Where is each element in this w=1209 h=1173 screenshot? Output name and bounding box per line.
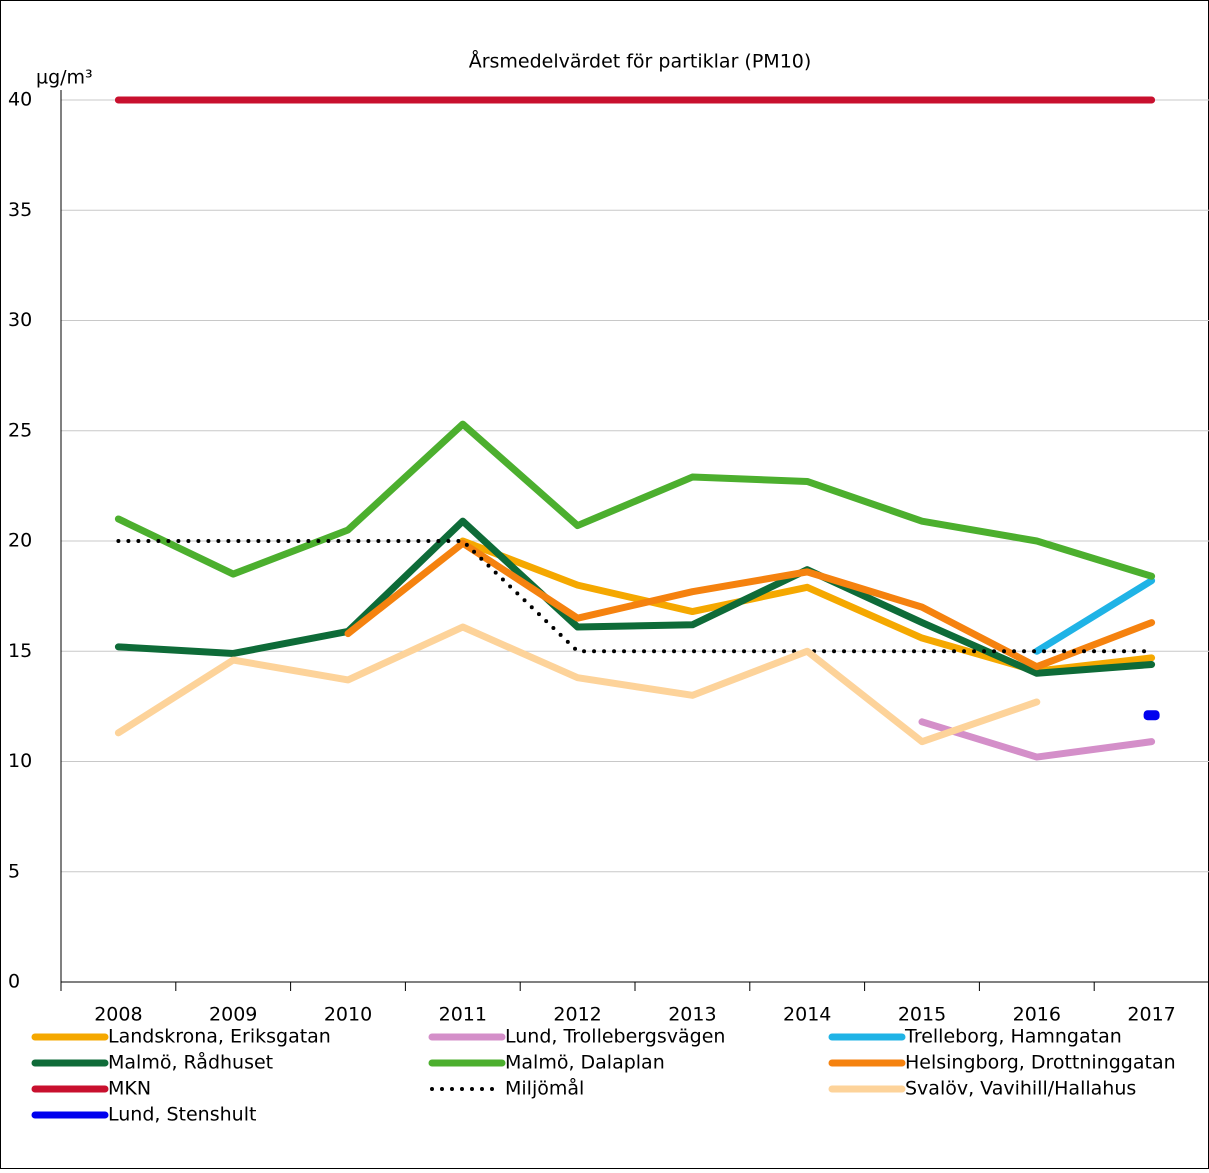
y-tick-label: 10	[8, 750, 32, 772]
legend-label: Malmö, Dalaplan	[505, 1052, 665, 1074]
legend-label: Svalöv, Vavihill/Hallahus	[905, 1078, 1136, 1100]
legend-label: Lund, Trollebergsvägen	[505, 1026, 725, 1048]
y-tick-label: 5	[8, 860, 20, 882]
legend-label: Lund, Stenshult	[108, 1104, 256, 1126]
y-tick-label: 30	[8, 309, 32, 331]
series-line	[114, 623, 1041, 746]
x-tick-label: 2008	[94, 1004, 142, 1026]
y-tick-label: 0	[8, 971, 20, 993]
series-line	[114, 517, 1156, 677]
legend-label: Trelleborg, Hamngatan	[904, 1026, 1122, 1048]
legend-label: Helsingborg, Drottninggatan	[905, 1052, 1176, 1074]
legend-label: MKN	[108, 1078, 151, 1100]
x-tick-label: 2012	[553, 1004, 601, 1026]
series-line	[344, 539, 1156, 671]
x-tick-label: 2017	[1127, 1004, 1175, 1026]
series-line	[1033, 577, 1156, 655]
x-tick-label: 2015	[898, 1004, 946, 1026]
y-tick-label: 20	[8, 530, 32, 552]
legend-label: Miljömål	[505, 1077, 584, 1100]
x-tick-label: 2011	[439, 1004, 487, 1026]
y-tick-label: 40	[8, 89, 32, 111]
legend-label: Landskrona, Eriksgatan	[108, 1026, 331, 1048]
x-tick-label: 2014	[783, 1004, 831, 1026]
chart-title: Årsmedelvärdet för partiklar (PM10)	[469, 50, 812, 73]
x-tick-label: 2016	[1013, 1004, 1061, 1026]
y-axis-unit: µg/m³	[36, 67, 93, 89]
y-tick-label: 15	[8, 640, 32, 662]
x-tick-label: 2009	[209, 1004, 257, 1026]
y-tick-label: 25	[8, 419, 32, 441]
x-tick-label: 2010	[324, 1004, 372, 1026]
series-line	[116, 539, 1154, 654]
y-tick-label: 35	[8, 199, 32, 221]
series-line	[918, 718, 1156, 761]
series-point	[1143, 710, 1160, 721]
legend-label: Malmö, Rådhuset	[108, 1051, 273, 1074]
series-line	[114, 420, 1156, 580]
x-tick-label: 2013	[668, 1004, 716, 1026]
